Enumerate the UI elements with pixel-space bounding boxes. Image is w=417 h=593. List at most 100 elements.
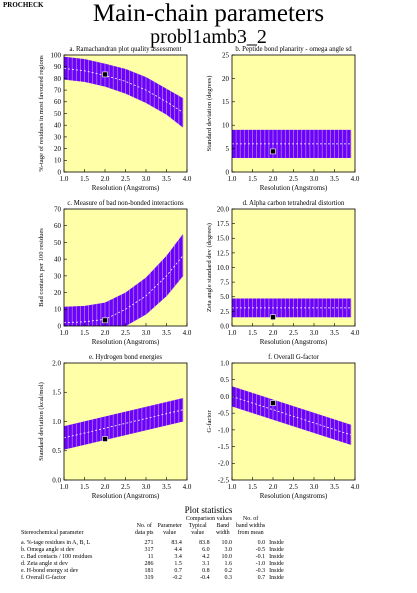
row-typical: 83.8 — [199, 540, 210, 546]
band-segment — [339, 129, 341, 158]
band-segment — [146, 276, 148, 314]
y-tick-label: 40 — [54, 122, 62, 130]
y-tick-label: 40 — [54, 256, 62, 264]
band-segment — [274, 129, 276, 158]
band-segment — [164, 257, 166, 298]
band-segment — [103, 302, 105, 326]
y-tick-label: -1.5 — [218, 443, 230, 451]
band-segment — [76, 306, 78, 326]
band-segment — [105, 416, 107, 440]
band-segment — [303, 409, 305, 430]
band-segment — [152, 270, 154, 309]
row-value: 3.4 — [174, 554, 182, 560]
band-segment — [69, 424, 71, 449]
band-segment — [86, 59, 89, 83]
band-segment — [147, 275, 149, 313]
band-segment — [164, 257, 166, 298]
band-segment — [326, 129, 328, 158]
y-axis-label: Standard deviation (degrees) — [206, 76, 213, 152]
band-segment — [294, 298, 296, 318]
band-segment — [123, 293, 125, 326]
y-tick-label: 70 — [54, 87, 62, 95]
band-segment — [309, 411, 312, 432]
x-tick-label: 2.5 — [289, 329, 298, 337]
band-segment — [250, 298, 252, 318]
band-segment — [241, 389, 243, 410]
row-band: 0.2 — [224, 568, 233, 574]
band-segment — [242, 298, 244, 318]
band-segment — [93, 61, 95, 85]
band-segment — [132, 410, 134, 434]
data-point — [270, 314, 276, 321]
comparison-values-header: Comparison values — [185, 516, 232, 522]
x-tick-label: 3.0 — [310, 483, 319, 491]
band-segment — [172, 400, 174, 424]
band-segment — [160, 85, 162, 112]
band-segment — [171, 400, 173, 425]
y-tick-label: 20.0 — [217, 205, 230, 213]
band-segment — [78, 58, 80, 82]
band-segment — [345, 423, 347, 444]
band-segment — [282, 298, 284, 318]
band-segment — [164, 88, 166, 114]
band-segment — [291, 298, 293, 318]
band-segment — [73, 57, 75, 81]
row-param: b. Omega angle st dev — [21, 547, 75, 553]
x-tick-label: 4.0 — [183, 175, 192, 183]
band-segment — [254, 129, 256, 158]
band-segment — [262, 298, 264, 318]
band-segment — [91, 304, 93, 326]
y-tick-label: 20 — [54, 289, 62, 297]
band-segment — [237, 129, 239, 158]
band-segment — [86, 305, 88, 326]
y-tick-label: -0.5 — [218, 410, 230, 418]
row-n: 11 — [147, 554, 154, 560]
band-segment — [127, 290, 130, 325]
band-segment — [331, 298, 333, 318]
band-segment — [290, 298, 292, 318]
band-segment — [122, 293, 124, 326]
table-row: b. Omega angle st dev 317 4.4 6.0 3.0 -0… — [19, 547, 286, 554]
band-segment — [270, 129, 272, 158]
band-segment — [241, 298, 243, 318]
band-segment — [318, 129, 320, 158]
band-segment — [86, 59, 88, 83]
band-segment — [85, 305, 87, 326]
table-row: e. H-bond energy st dev 181 0.7 0.8 0.2 … — [19, 568, 286, 575]
y-axis-label: Bad contacts per 100 residues — [38, 228, 45, 307]
band-segment — [303, 298, 305, 318]
band-segment — [70, 424, 72, 448]
band-segment — [314, 129, 316, 158]
band-segment — [121, 68, 123, 93]
band-segment — [86, 420, 88, 445]
band-segment — [298, 298, 300, 318]
band-segment — [348, 424, 350, 445]
band-segment — [118, 295, 120, 326]
row-value: 1.5 — [174, 561, 182, 567]
band-segment — [237, 298, 239, 318]
band-segment — [91, 60, 93, 84]
band-segment — [331, 129, 333, 158]
band-segment — [250, 129, 252, 158]
band-segment — [314, 129, 316, 158]
stats-table: Comparison values No. of No. of Paramete… — [19, 516, 286, 582]
band-segment — [309, 129, 312, 158]
band-segment — [253, 393, 255, 414]
y-axis-label: Standard deviation (kcal/mol) — [38, 382, 45, 461]
data-point — [270, 400, 276, 406]
mean-line — [63, 409, 183, 439]
band-segment — [65, 56, 67, 80]
band-segment — [341, 421, 343, 442]
band-segment — [291, 405, 293, 426]
y-tick-label: 5 — [226, 145, 230, 153]
band-segment — [140, 281, 142, 318]
band-segment — [299, 408, 301, 429]
y-tick-label: 0.5 — [52, 447, 61, 455]
band-segment — [125, 411, 127, 435]
row-status: Inside — [269, 547, 284, 553]
band-segment — [338, 298, 340, 318]
band-segment — [245, 129, 248, 158]
band-segment — [84, 305, 86, 326]
band-segment — [336, 420, 339, 441]
band-segment — [249, 392, 251, 413]
